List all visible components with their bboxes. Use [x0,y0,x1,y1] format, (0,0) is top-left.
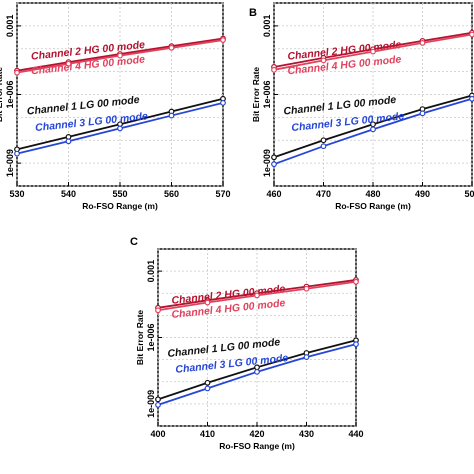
panel-3: 400 410 420 430 440 1e-009 1e-006 0.001 Ro-FSO R… [130,236,364,451]
panel-2-y-tick-label: 0.001 [262,15,272,38]
panel-1-x-axis-title: Ro-FSO Range (m) [82,201,158,211]
panel-2-channel-1-point [320,137,327,144]
panel-2-x-tick-label: 500 [464,189,474,199]
panel-2-channel-4-point [320,57,327,64]
panel-2-channel-4-point [271,66,277,73]
panel-1-x-tick-label: 560 [164,189,179,199]
panel-1: 530 540 550 560 570 1e-009 1e-006 0.001 Ro-FSO R… [0,2,231,211]
panel-3-channel-4-point [155,307,161,314]
panel-3-channel-3-point [254,368,260,375]
panel-2-panel-label: B [249,7,257,19]
panel-1-x-tick-label: 570 [215,189,230,199]
panel-3-y-axis-title: Bit Error Rate [135,310,145,366]
panel-1-channel-3-point [14,150,20,157]
panel-2-y-tick-label: 1e-009 [262,149,272,177]
panel-3-channel-3-point [303,354,310,361]
panel-3-x-tick-label: 400 [150,429,165,439]
panel-2-x-tick-label: 490 [415,189,430,199]
panel-1-x-tick-label: 540 [61,189,76,199]
panel-2: 460 470 480 490 500 1e-009 1e-006 0.001 Ro-FSO R… [249,2,474,211]
panel-3-channel-3-point [204,385,211,392]
panel-1-channel-4-point [14,69,20,76]
panel-1-channel-3-point [220,99,226,106]
panel-1-y-tick-label: 1e-009 [5,149,15,177]
panel-2-x-tick-label: 480 [365,189,380,199]
panel-2-channel-1-point [271,154,277,161]
panel-2-channel-4-point [370,48,376,55]
panel-3-x-tick-label: 430 [299,429,314,439]
panel-2-channel-3-point [469,95,474,102]
panel-1-plot-frame [16,2,224,187]
panel-2-x-tick-label: 470 [316,189,331,199]
panel-2-x-axis-title: Ro-FSO Range (m) [335,201,411,211]
panel-2-channel-3-point [370,126,376,133]
panel-3-channel-3-point [353,341,359,348]
panel-3-channel-1-point [204,379,211,386]
panel-3-channel-4-point [353,278,359,285]
panel-3-channel-4-point [303,285,310,292]
panel-3-channel-4-point [204,299,211,306]
panel-3-channel-1-point [155,396,161,403]
panel-2-x-tick-label: 460 [266,189,281,199]
panel-1-x-tick-label: 530 [9,189,24,199]
panel-1-channel-4-point [168,44,175,51]
panel-1-y-tick-label: 1e-006 [5,80,15,108]
panel-2-channel-3-point [271,161,277,168]
panel-2-channel-4-point [419,40,426,46]
panel-3-x-tick-label: 410 [200,429,215,439]
panel-3-y-tick-label: 1e-006 [146,323,156,351]
panel-3-x-tick-label: 420 [249,429,264,439]
panel-3-y-tick-label: 1e-009 [146,390,156,418]
panel-3-x-axis-title: Ro-FSO Range (m) [219,441,295,451]
panel-2-y-axis-title: Bit Error Rate [251,67,261,123]
panel-1-x-tick-label: 550 [112,189,127,199]
panel-2-channel-3-point [419,110,426,117]
panel-3-channel-4-point [254,292,260,299]
panel-1-y-tick-label: 0.001 [5,15,15,38]
panel-3-channel-3-point [155,401,161,408]
panel-1-y-axis-title: Bit Error Rate [0,67,4,123]
panel-3-y-tick-label: 0.001 [146,260,156,283]
panel-1-channel-4-point [117,52,123,59]
panel-1-channel-3-point [168,112,175,119]
panel-3-x-tick-label: 440 [348,429,363,439]
panel-1-channel-4-point [65,60,72,67]
panel-1-channel-3-point [117,125,123,132]
panel-2-y-tick-label: 1e-006 [262,80,272,108]
panel-2-channel-3-point [320,143,327,150]
panel-1-channel-4-point [220,37,226,43]
panel-1-channel-3-point [65,138,72,145]
panel-3-panel-label: C [130,236,138,248]
panel-2-channel-4-point [469,31,474,38]
